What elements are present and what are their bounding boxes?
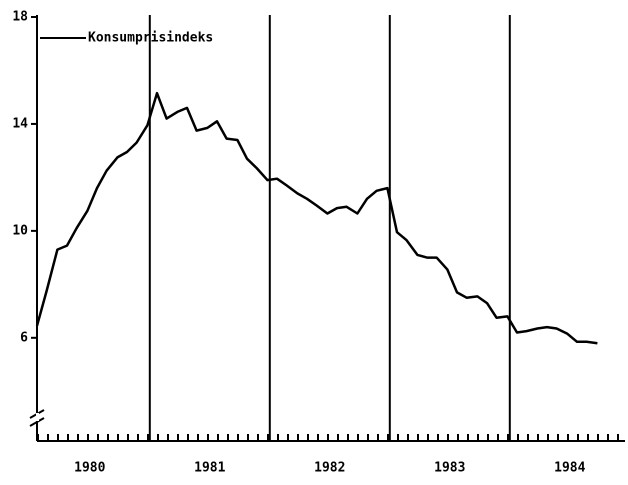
y-tick-label: 14 (12, 116, 28, 131)
x-tick-label: 1982 (314, 461, 345, 476)
x-tick-label: 1983 (434, 461, 465, 476)
y-tick-label: 6 (20, 330, 28, 345)
axis-break-gap (36, 413, 39, 421)
minor-ticks (37, 430, 625, 442)
y-tick-label: 18 (12, 10, 28, 25)
data-line (35, 91, 598, 345)
x-tick-label: 1981 (194, 461, 225, 476)
y-tick-label: 10 (12, 223, 28, 238)
x-tick-label: 1984 (554, 461, 585, 476)
x-tick-label: 1980 (74, 461, 105, 476)
